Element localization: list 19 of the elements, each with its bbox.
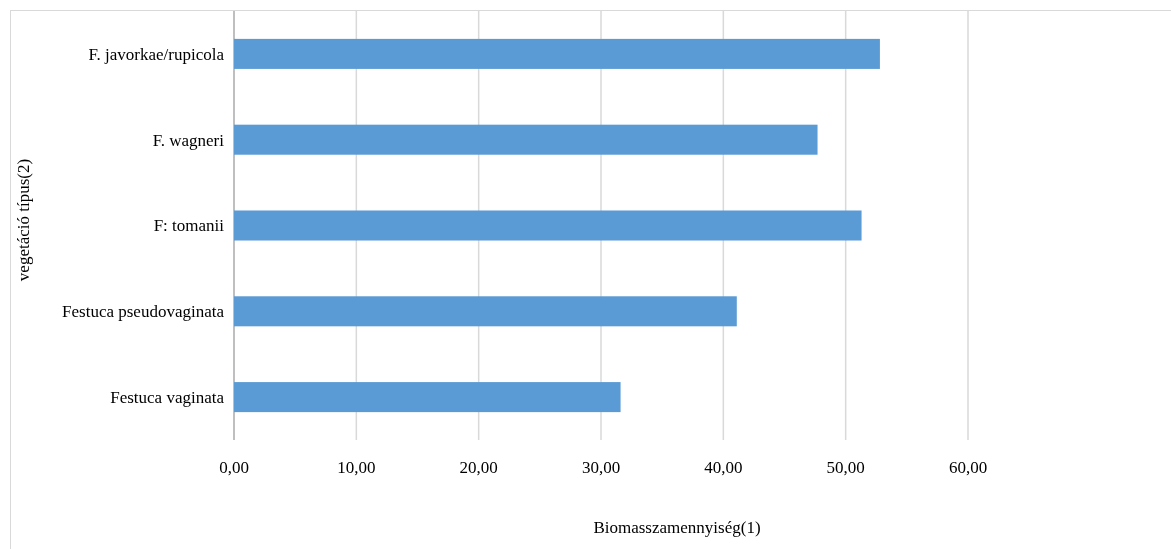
bar (234, 210, 862, 241)
y-axis-title: vegetáció típus(2) (14, 158, 33, 282)
y-tick-label: Festuca vaginata (110, 388, 225, 408)
x-tick-label: 20,00 (459, 458, 498, 477)
x-axis-title: Biomasszamennyiség(1) (593, 518, 761, 537)
bar (234, 124, 818, 155)
bar (234, 382, 621, 413)
x-tick-label: 60,00 (948, 458, 988, 477)
y-tick-label: F. wagneri (152, 130, 225, 150)
y-tick-label: F. javorkae/rupicola (88, 44, 225, 64)
x-tick-label: 40,00 (704, 458, 743, 477)
x-tick-label: 10,00 (337, 458, 376, 477)
x-tick-label: 30,00 (581, 458, 621, 477)
x-tick-label: 0,00 (219, 458, 249, 477)
bar (234, 296, 737, 327)
x-tick-label: 50,00 (826, 458, 865, 477)
bar (234, 38, 880, 69)
y-tick-label: F: tomanii (153, 216, 225, 236)
y-tick-label: Festuca pseudovaginata (62, 302, 225, 322)
